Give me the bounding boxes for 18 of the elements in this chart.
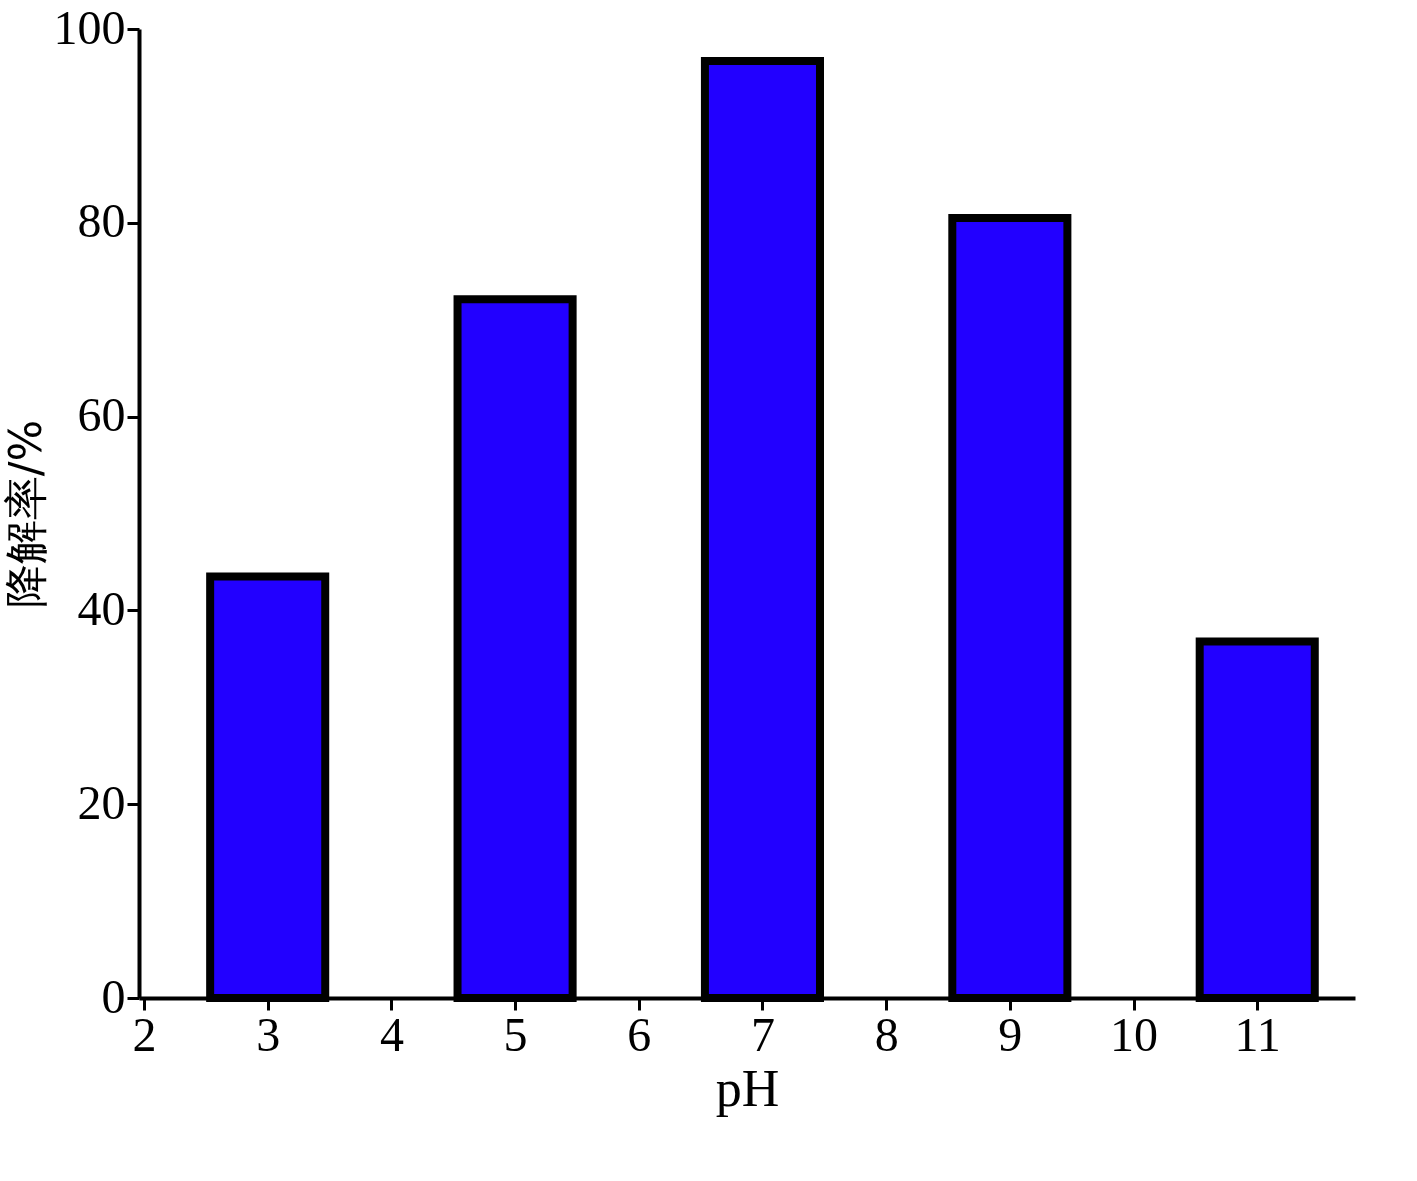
x-tick-label: 10 <box>1110 1007 1159 1061</box>
x-tick-label: 8 <box>874 1007 899 1061</box>
y-tick-label: 80 <box>77 194 126 248</box>
x-tick-label: 5 <box>503 1007 528 1061</box>
y-tick-label: 0 <box>101 969 126 1023</box>
x-axis-title: pH <box>715 1059 780 1117</box>
y-axis-title: 降解率/% <box>0 419 51 609</box>
y-tick-label: 20 <box>77 775 126 829</box>
x-tick-label: 7 <box>750 1007 775 1061</box>
y-tick-label: 60 <box>77 388 126 442</box>
x-tick-label: 3 <box>256 1007 281 1061</box>
x-tick-label: 11 <box>1234 1007 1281 1061</box>
x-tick-label: 9 <box>998 1007 1023 1061</box>
y-tick-label: 100 <box>53 0 126 54</box>
x-tick-label: 4 <box>379 1007 404 1061</box>
x-tick-label: 6 <box>627 1007 652 1061</box>
x-tick-label: 2 <box>132 1007 157 1061</box>
y-tick-label: 40 <box>77 581 126 635</box>
